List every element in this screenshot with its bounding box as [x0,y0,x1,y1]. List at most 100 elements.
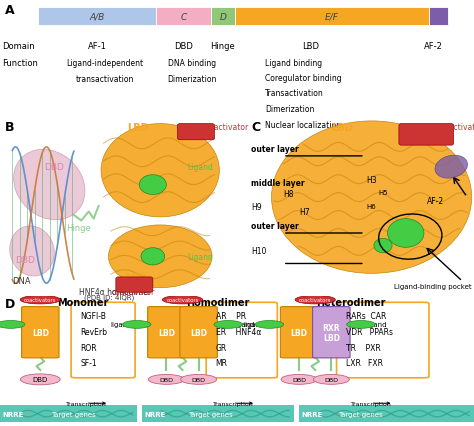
FancyBboxPatch shape [206,302,277,378]
Text: NRRE: NRRE [145,411,166,417]
Text: DBD: DBD [292,377,306,382]
Circle shape [214,321,242,328]
Text: AF-2: AF-2 [424,42,443,52]
Text: H8: H8 [283,190,293,199]
Text: VDR   PPARs: VDR PPARs [346,327,393,336]
Text: DNA binding: DNA binding [168,59,217,68]
Text: DBD: DBD [15,256,35,265]
Text: coactivator: coactivator [111,287,155,296]
Text: middle layer: middle layer [251,179,305,188]
Text: C: C [251,121,260,134]
Text: Hinge: Hinge [66,224,91,233]
Text: transactivation: transactivation [76,75,134,84]
Bar [0,405,137,422]
Bar [38,8,156,26]
Text: Target genes: Target genes [51,411,96,417]
Text: LBD: LBD [127,123,149,132]
Circle shape [388,219,424,248]
Text: (PDB ID: 4IQR): (PDB ID: 4IQR) [84,294,134,301]
Text: Ligand: Ligand [187,252,213,261]
Text: outer layer: outer layer [251,145,299,154]
Text: TR    PXR: TR PXR [346,343,381,352]
Bar [299,405,474,422]
Text: DBD: DBD [33,377,48,383]
Text: C: C [181,12,187,21]
Circle shape [313,374,349,384]
FancyBboxPatch shape [281,307,318,358]
Circle shape [148,374,184,384]
Text: LBD: LBD [302,42,319,52]
Text: Ligand: Ligand [187,163,213,172]
Ellipse shape [435,156,467,179]
Text: E/F: E/F [325,12,339,21]
Text: MR: MR [216,358,228,367]
Text: ER    HNF4α: ER HNF4α [216,327,261,336]
Text: H3: H3 [366,175,377,184]
Text: NRRE: NRRE [2,411,24,417]
Text: coactivators: coactivators [166,297,199,302]
Text: ligand: ligand [110,322,132,328]
FancyBboxPatch shape [180,307,217,358]
Text: LBD: LBD [32,328,49,337]
Text: AR    PR: AR PR [216,312,246,321]
Text: Ligand-binding pocket: Ligand-binding pocket [394,283,472,289]
Ellipse shape [20,296,61,304]
Text: Target genes: Target genes [338,411,383,417]
Text: DBD: DBD [44,163,64,172]
Text: A: A [5,3,14,17]
FancyBboxPatch shape [177,124,214,141]
Ellipse shape [101,124,219,217]
Text: HNF4α homodimer: HNF4α homodimer [79,287,151,296]
Text: AF-2: AF-2 [427,197,444,206]
Bar [156,8,211,26]
Circle shape [139,176,166,195]
Ellipse shape [14,150,85,220]
Circle shape [374,239,392,253]
Circle shape [346,321,375,328]
Text: coactivator: coactivator [205,123,248,132]
Circle shape [20,374,60,385]
Text: DBD: DBD [191,377,206,382]
Circle shape [141,248,164,265]
Ellipse shape [109,225,212,288]
Text: DBD: DBD [159,377,173,382]
Text: A/B: A/B [90,12,105,21]
Ellipse shape [10,226,55,276]
Ellipse shape [295,296,336,304]
Ellipse shape [162,296,203,304]
Text: Hinge: Hinge [210,42,235,52]
FancyBboxPatch shape [22,307,59,358]
Text: Target genes: Target genes [189,411,233,417]
Text: H5: H5 [378,189,388,195]
Text: RevErb: RevErb [81,327,108,336]
Text: AF-1: AF-1 [88,42,107,52]
FancyBboxPatch shape [148,307,185,358]
FancyBboxPatch shape [71,302,135,378]
Text: Transcription: Transcription [213,401,254,406]
Text: Ligand binding: Ligand binding [265,59,323,68]
Text: ROR: ROR [81,343,97,352]
Text: GR: GR [216,343,227,352]
Text: Ligand-independent: Ligand-independent [66,59,144,68]
Text: ligand: ligand [366,322,387,328]
Bar [211,8,235,26]
Circle shape [255,321,283,328]
Text: Dimerization: Dimerization [265,104,315,113]
Text: Transactivation: Transactivation [265,89,324,98]
Text: Heterodimer: Heterodimer [316,297,385,307]
Circle shape [122,321,151,328]
Text: NRRE: NRRE [301,411,322,417]
Text: Transcription: Transcription [351,401,392,406]
Circle shape [281,374,317,384]
FancyBboxPatch shape [116,277,153,293]
Text: SF-1: SF-1 [81,358,97,367]
FancyBboxPatch shape [337,302,429,378]
Text: LBD: LBD [331,123,353,132]
Text: D: D [5,297,15,310]
Text: Monomer: Monomer [57,297,109,307]
Text: LBD: LBD [125,273,146,283]
Text: DBD: DBD [324,377,338,382]
Text: outer layer: outer layer [251,222,299,231]
Text: Function: Function [2,59,38,68]
Bar [142,405,294,422]
